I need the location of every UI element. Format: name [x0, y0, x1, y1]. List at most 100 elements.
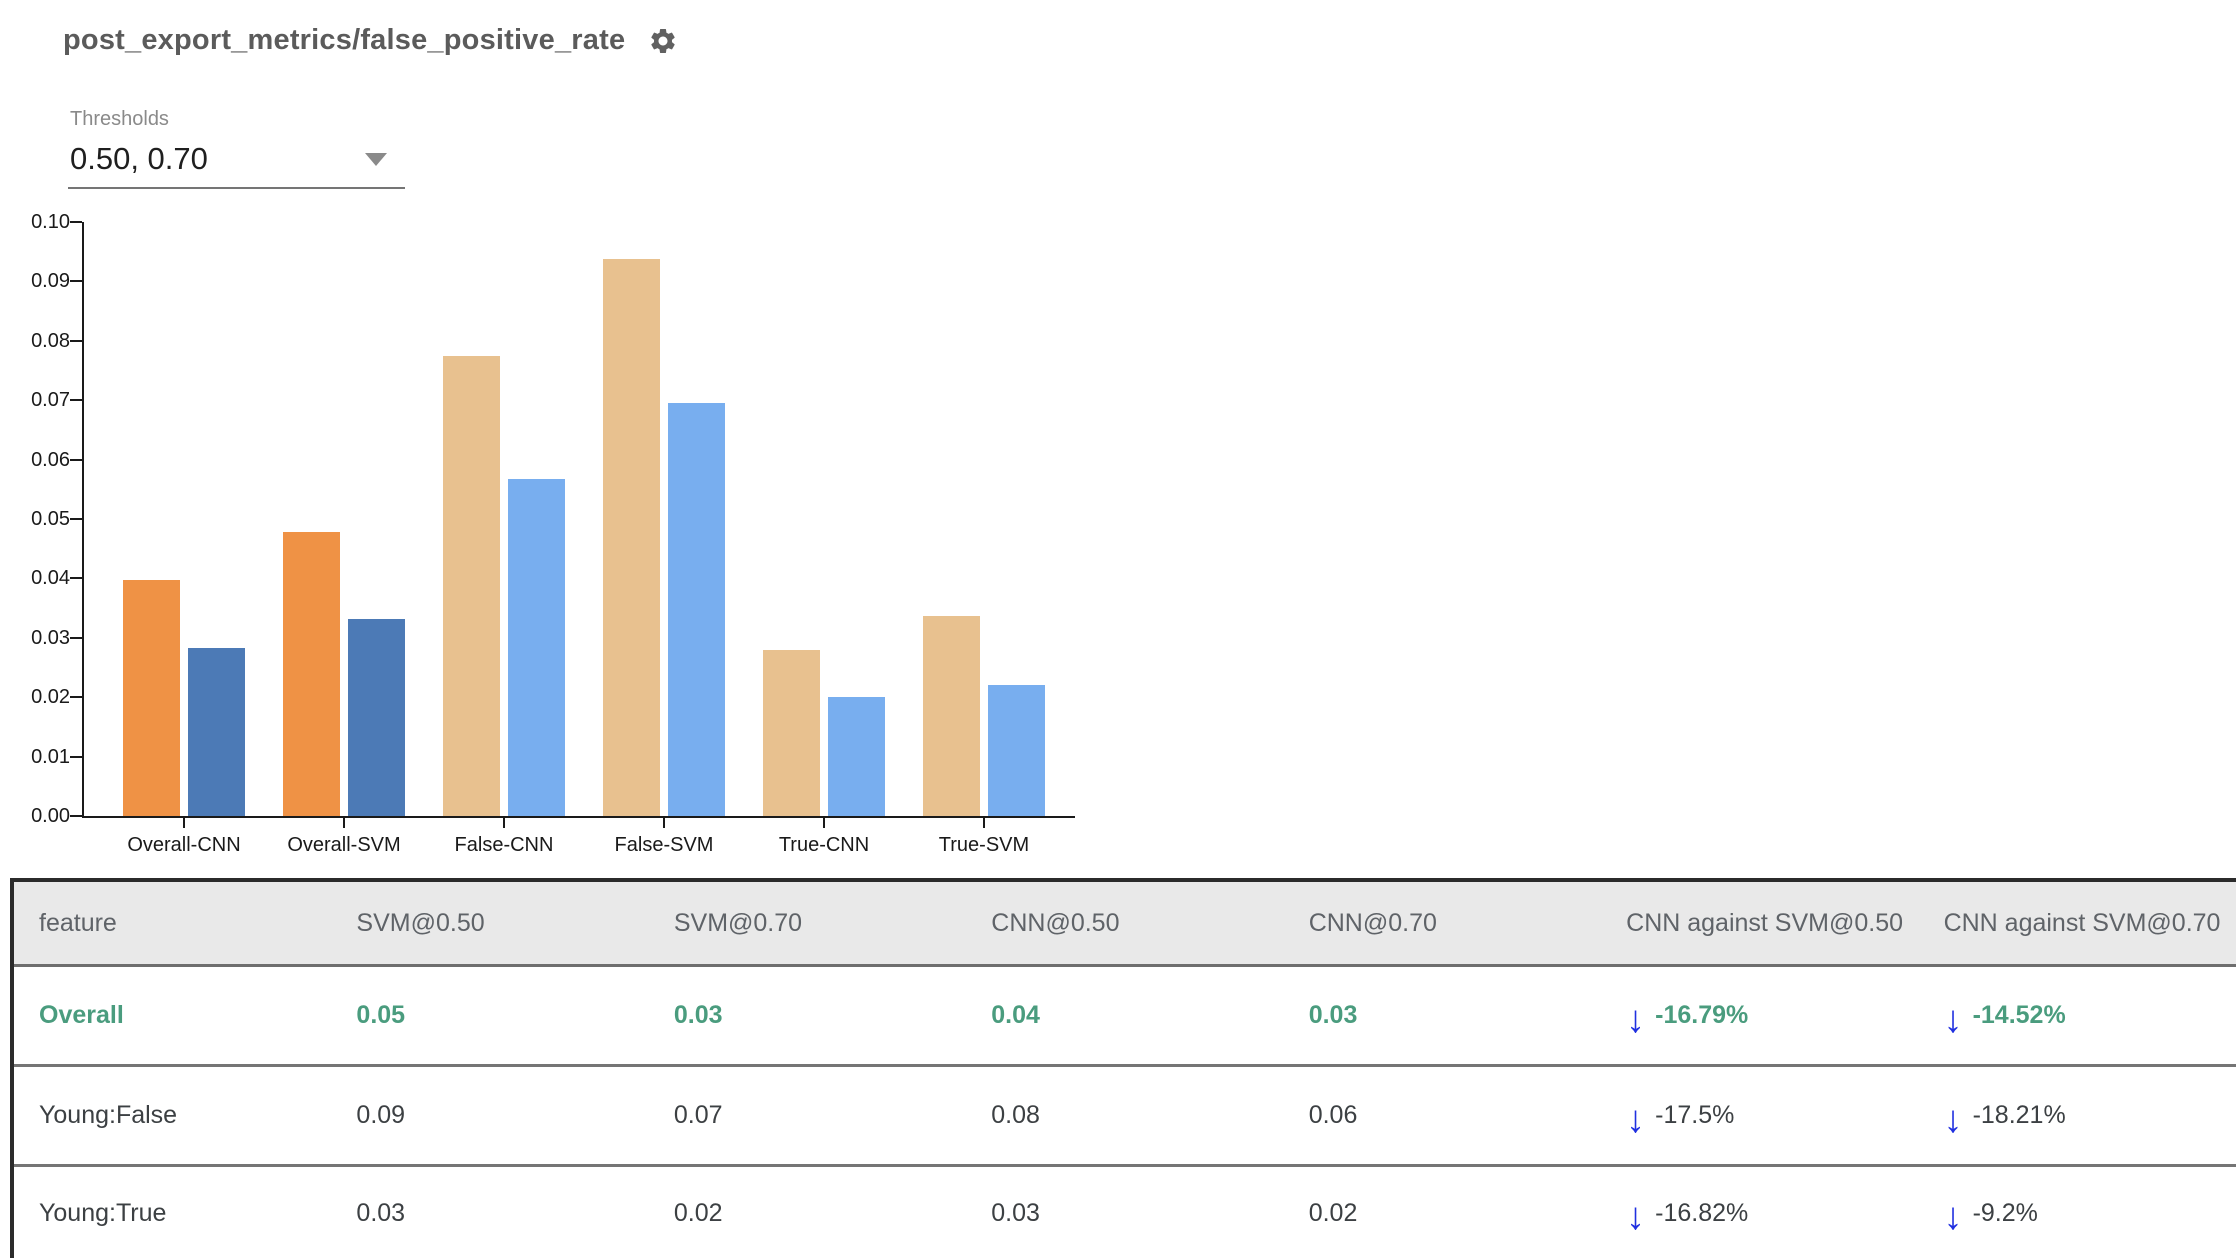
- y-axis-tick: [70, 458, 82, 461]
- cell-metric-value: 0.09: [356, 1101, 406, 1129]
- cell-metric-value: 0.03: [1308, 1001, 1358, 1029]
- thresholds-select[interactable]: 0.50, 0.70: [68, 135, 405, 189]
- down-arrow-icon: ↓: [1943, 1196, 1963, 1238]
- y-axis-tick-label: 0.06: [31, 448, 70, 471]
- y-axis-tick: [70, 696, 82, 699]
- y-axis-tick-label: 0.00: [31, 805, 70, 827]
- metric-header: post_export_metrics/false_positive_rate: [63, 24, 679, 57]
- x-axis-tick-label: False-SVM: [614, 834, 714, 856]
- x-axis-tick: [983, 816, 985, 828]
- comparison-percentage: -18.21%: [1972, 1101, 2066, 1129]
- y-axis-tick: [70, 399, 82, 402]
- cell-feature: Overall: [39, 1001, 124, 1029]
- bar-true-cnn-s1[interactable]: [828, 697, 885, 816]
- column-header-cnn-0.70: CNN@0.70: [1308, 908, 1437, 937]
- cell-comparison: ↓ -18.21%: [1919, 1101, 2236, 1139]
- thresholds-label: Thresholds: [70, 108, 169, 130]
- cell-metric-value: 0.05: [356, 1001, 406, 1029]
- x-axis-tick-label: Overall-SVM: [287, 834, 401, 856]
- down-arrow-icon: ↓: [1943, 998, 1963, 1041]
- y-axis-tick: [70, 518, 82, 520]
- bar-true-cnn-s0[interactable]: [763, 650, 820, 816]
- y-axis-line: [82, 222, 84, 818]
- cell-feature: Young:False: [39, 1101, 178, 1129]
- y-axis-tick-label: 0.09: [31, 270, 70, 293]
- bar-false-cnn-s0[interactable]: [443, 356, 500, 816]
- bar-false-cnn-s1[interactable]: [508, 479, 565, 816]
- cell-metric-value: 0.03: [673, 1001, 723, 1029]
- down-arrow-icon: ↓: [1943, 1098, 1963, 1141]
- bar-overall-svm-s1[interactable]: [348, 619, 405, 816]
- down-arrow-icon: ↓: [1626, 1196, 1646, 1238]
- x-axis-tick: [823, 816, 825, 828]
- cell-comparison: ↓ -14.52%: [1919, 1001, 2236, 1039]
- x-axis-tick-label: True-SVM: [938, 834, 1030, 856]
- y-axis-tick-label: 0.08: [31, 329, 70, 352]
- x-axis-tick: [343, 816, 345, 828]
- metrics-table: feature SVM@0.50 SVM@0.70 CNN@0.50 CNN@0.70 C…: [10, 878, 2236, 1258]
- y-axis-tick: [70, 577, 82, 580]
- cell-metric-value: 0.02: [673, 1198, 723, 1227]
- column-header-svm-0.70: SVM@0.70: [673, 908, 803, 937]
- cell-metric-value: 0.02: [1308, 1198, 1358, 1227]
- comparison-percentage: -14.52%: [1972, 1001, 2066, 1029]
- comparison-percentage: -16.82%: [1655, 1198, 1749, 1227]
- cell-feature: Young:True: [39, 1198, 167, 1227]
- table-header-row: feature SVM@0.50 SVM@0.70 CNN@0.50 CNN@0.70 C…: [14, 882, 2236, 967]
- bar-true-svm-s0[interactable]: [923, 616, 980, 816]
- column-header-cnn-against-svm-0.70: CNN against SVM@0.70: [1943, 908, 2221, 937]
- x-axis-tick-label: False-CNN: [454, 834, 554, 856]
- cell-comparison: ↓ -17.5%: [1601, 1101, 1918, 1139]
- settings-gear-icon[interactable]: [647, 25, 679, 57]
- thresholds-value: 0.50, 0.70: [70, 141, 208, 176]
- bar-false-svm-s1[interactable]: [668, 403, 725, 816]
- x-axis-tick: [503, 816, 505, 828]
- bar-true-svm-s1[interactable]: [988, 685, 1045, 816]
- bar-overall-cnn-s0[interactable]: [123, 580, 180, 816]
- fpr-bar-chart: 0.00 0.01 0.02 0.03 0.04 0.05 0.06 0.07 0.08 0.09…: [0, 0, 1150, 880]
- y-axis-tick: [70, 280, 82, 283]
- column-header-svm-0.50: SVM@0.50: [356, 908, 485, 937]
- bar-overall-svm-s0[interactable]: [283, 532, 340, 816]
- bar-overall-cnn-s1[interactable]: [188, 648, 245, 816]
- y-axis-tick-label: 0.02: [31, 686, 70, 709]
- y-axis-tick-label: 0.03: [31, 626, 70, 649]
- x-axis-tick: [183, 816, 185, 828]
- cell-metric-value: 0.06: [1308, 1101, 1358, 1129]
- y-axis-tick-label: 0.01: [31, 745, 70, 768]
- y-axis-tick-label: 0.04: [31, 567, 70, 590]
- cell-metric-value: 0.03: [991, 1198, 1040, 1227]
- column-header-feature: feature: [39, 908, 117, 937]
- y-axis-tick-label: 0.07: [31, 389, 70, 412]
- comparison-percentage: -16.79%: [1655, 1001, 1749, 1029]
- down-arrow-icon: ↓: [1626, 1098, 1646, 1141]
- bar-false-svm-s0[interactable]: [603, 259, 660, 816]
- cell-comparison: ↓ -16.82%: [1601, 1198, 1918, 1236]
- cell-metric-value: 0.07: [673, 1101, 723, 1129]
- comparison-percentage: -9.2%: [1972, 1198, 2038, 1227]
- table-row: Young:False 0.09 0.07 0.08 0.06 ↓ -17.5% ↓ -18.2…: [14, 1067, 2236, 1167]
- metric-title: post_export_metrics/false_positive_rate: [63, 24, 626, 56]
- y-axis-tick: [70, 755, 82, 758]
- cell-metric-value: 0.08: [991, 1101, 1040, 1129]
- gear-icon: [651, 28, 675, 53]
- column-header-cnn-against-svm-0.50: CNN against SVM@0.50: [1626, 908, 1904, 937]
- table-row: Overall 0.05 0.03 0.04 0.03 ↓ -16.79% ↓ -14.52%: [14, 967, 2236, 1067]
- y-axis-tick: [70, 815, 82, 817]
- x-axis-line: [82, 816, 1075, 818]
- x-axis-tick-label: True-CNN: [778, 834, 870, 856]
- cell-metric-value: 0.04: [991, 1001, 1040, 1029]
- x-axis-tick: [663, 816, 665, 828]
- column-header-cnn-0.50: CNN@0.50: [991, 908, 1120, 937]
- y-axis-tick: [70, 221, 82, 223]
- thresholds-dropdown[interactable]: Thresholds 0.50, 0.70: [68, 108, 405, 189]
- x-axis-tick-label: Overall-CNN: [127, 834, 241, 856]
- comparison-percentage: -17.5%: [1655, 1101, 1735, 1129]
- down-arrow-icon: ↓: [1626, 998, 1646, 1041]
- y-axis-tick: [70, 339, 82, 342]
- cell-metric-value: 0.03: [356, 1198, 406, 1227]
- y-axis-tick-label: 0.05: [31, 508, 70, 530]
- cell-comparison: ↓ -16.79%: [1601, 1001, 1918, 1039]
- chevron-down-icon: [365, 152, 387, 166]
